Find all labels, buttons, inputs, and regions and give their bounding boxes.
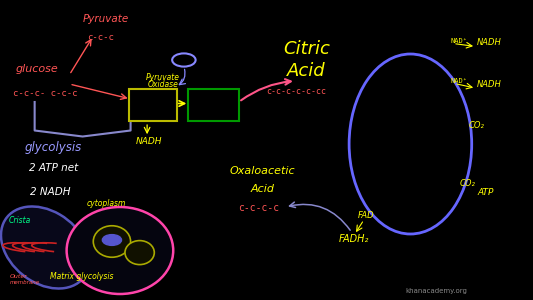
Ellipse shape — [67, 207, 173, 294]
Text: FADH₂: FADH₂ — [338, 234, 369, 244]
Text: Matrix glycolysis: Matrix glycolysis — [50, 272, 114, 281]
Text: NADH: NADH — [136, 136, 163, 146]
Text: Oxidase: Oxidase — [148, 80, 179, 89]
Text: c-c-c-c: c-c-c-c — [238, 202, 279, 213]
Text: ATP: ATP — [477, 188, 494, 197]
Circle shape — [172, 53, 196, 67]
Text: khanacademy.org: khanacademy.org — [405, 288, 467, 294]
Text: Pyruvate: Pyruvate — [133, 93, 173, 102]
Text: glycolysis: glycolysis — [25, 140, 82, 154]
Text: Acid: Acid — [287, 62, 326, 80]
Text: Outer: Outer — [10, 274, 28, 278]
Text: Pyruvate: Pyruvate — [146, 73, 180, 82]
Text: NADH: NADH — [477, 80, 502, 89]
Ellipse shape — [93, 226, 131, 257]
Text: 2 NADH: 2 NADH — [30, 187, 71, 197]
Text: c-c-c- c-c-c: c-c-c- c-c-c — [13, 88, 78, 98]
Text: 2 ATP net: 2 ATP net — [29, 163, 78, 173]
Text: c-c: c-c — [206, 109, 221, 118]
Text: membrane: membrane — [10, 280, 40, 285]
Text: glucose: glucose — [16, 64, 59, 74]
FancyBboxPatch shape — [188, 89, 239, 121]
Text: c-c-c-c-c-cc: c-c-c-c-c-cc — [266, 87, 326, 96]
Text: cytoplasm: cytoplasm — [87, 200, 126, 208]
Text: c-c-c: c-c-c — [141, 109, 166, 118]
Ellipse shape — [125, 241, 155, 265]
Text: Pyruvate: Pyruvate — [83, 14, 129, 25]
FancyBboxPatch shape — [129, 89, 177, 121]
Text: NAD⁺: NAD⁺ — [140, 117, 157, 123]
Text: c-c-c: c-c-c — [87, 33, 114, 42]
Text: NAD⁺: NAD⁺ — [450, 78, 467, 84]
Text: Oxaloacetic: Oxaloacetic — [229, 166, 295, 176]
Circle shape — [102, 235, 122, 245]
Text: Citric: Citric — [283, 40, 330, 58]
Text: Acid: Acid — [250, 184, 274, 194]
Text: Crista: Crista — [9, 216, 31, 225]
Text: NADH: NADH — [477, 38, 502, 47]
Text: CO₂: CO₂ — [469, 122, 485, 130]
Ellipse shape — [1, 206, 90, 289]
Text: NAD⁺: NAD⁺ — [450, 38, 467, 44]
Text: Acetyl CoA: Acetyl CoA — [189, 93, 238, 102]
Text: CO₂: CO₂ — [459, 178, 475, 188]
Text: FAD: FAD — [358, 211, 375, 220]
Text: CO₂: CO₂ — [177, 56, 191, 64]
